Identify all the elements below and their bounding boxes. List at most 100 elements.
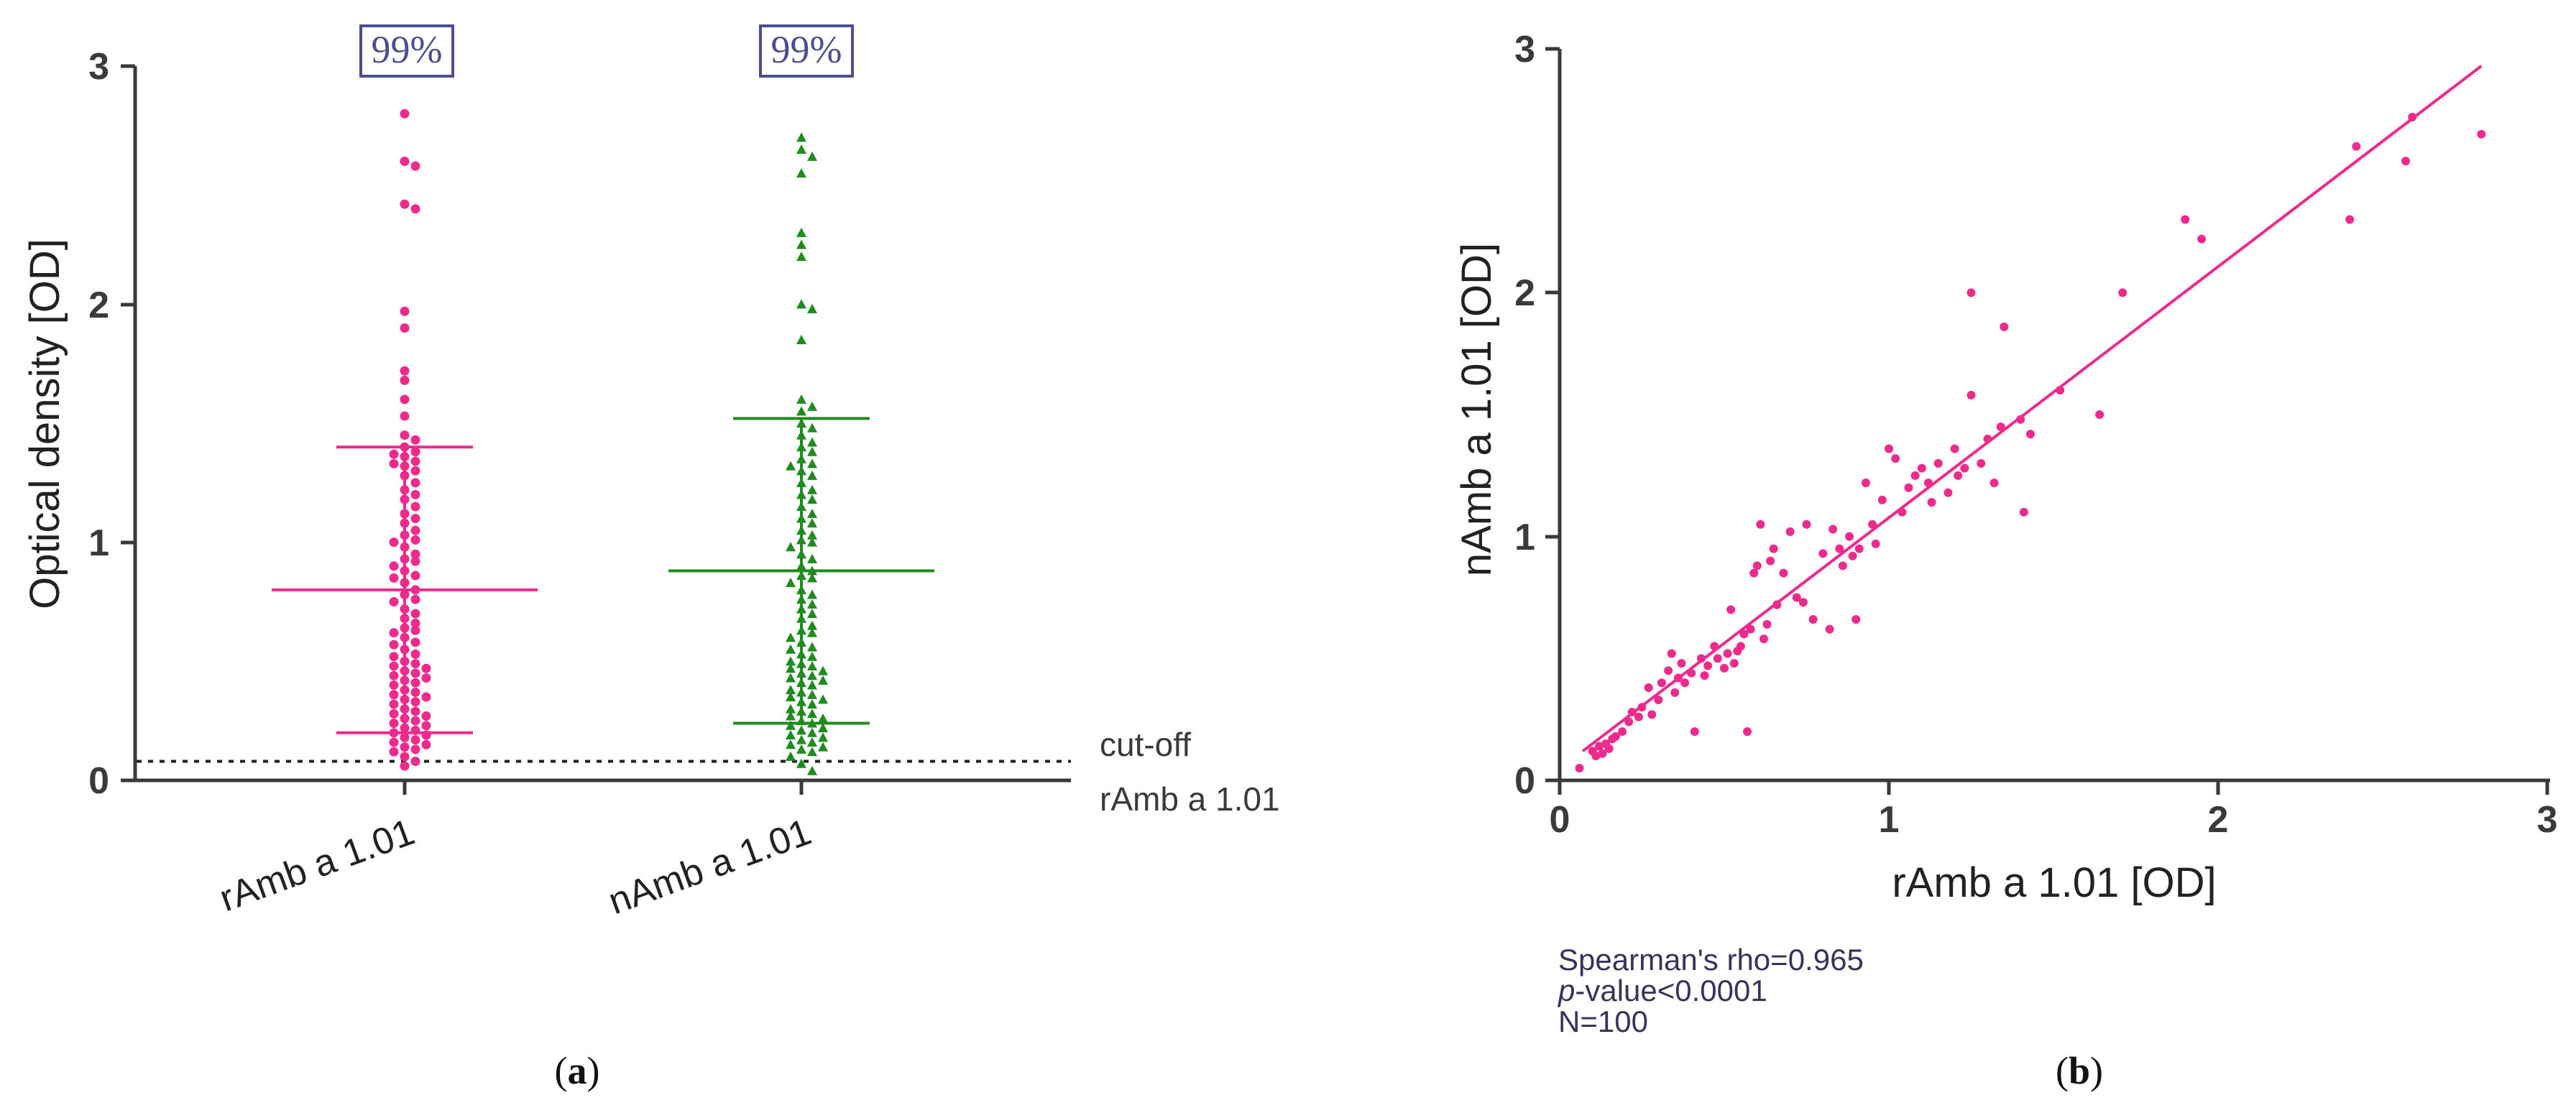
- rAmb-point: [410, 649, 420, 659]
- rAmb-point: [410, 466, 420, 476]
- stats-rho: Spearman's rho=0.965: [1558, 943, 1864, 977]
- panel-label-b: (b): [2056, 1049, 2103, 1092]
- nAmb-point: [807, 620, 817, 630]
- panel-a-y-tick-label-2: 2: [88, 285, 109, 326]
- scatter-point: [1733, 647, 1742, 656]
- rAmb-point: [421, 721, 431, 731]
- nAmb-point: [807, 689, 817, 699]
- scatter-point: [1917, 463, 1926, 473]
- scatter-point: [1618, 727, 1627, 737]
- nAmb-point: [807, 627, 817, 637]
- panel-a-y-tick-label-1: 1: [88, 522, 109, 564]
- nAmb-point: [807, 484, 817, 494]
- scatter-point: [1723, 649, 1732, 658]
- rAmb-point: [389, 661, 399, 671]
- nAmb-point: [786, 730, 796, 740]
- rAmb-point: [400, 761, 410, 771]
- rAmb-point: [389, 561, 399, 571]
- rAmb-point: [389, 537, 399, 548]
- scatter-point: [1608, 734, 1617, 744]
- rAmb-point: [410, 549, 420, 559]
- panel-b-y-tick-label-0: 0: [1514, 760, 1535, 802]
- nAmb-point: [786, 751, 796, 761]
- scatter-points: [1575, 113, 2486, 773]
- rAmb-point: [410, 609, 420, 619]
- nAmb-point: [818, 694, 828, 704]
- nAmb-point: [786, 663, 796, 673]
- cutoff-label-line1: cut-off: [1100, 726, 1191, 763]
- scatter-point: [1752, 561, 1762, 571]
- nAmb-point: [796, 251, 806, 262]
- nAmb-point: [807, 670, 817, 680]
- scatter-point: [1854, 544, 1864, 553]
- scatter-point: [1634, 712, 1643, 721]
- nAmb-point: [807, 698, 817, 709]
- scatter-point: [1966, 390, 1976, 400]
- scatter-point: [1703, 661, 1713, 670]
- scatter-point: [1898, 507, 1907, 517]
- nAmb-point: [807, 530, 817, 540]
- scatter-point: [1944, 488, 1953, 497]
- scatter-point: [1696, 654, 1706, 663]
- scatter-point: [1720, 663, 1729, 673]
- nAmb-point: [796, 734, 806, 744]
- rAmb-point: [389, 680, 399, 690]
- nAmb-point: [818, 723, 828, 733]
- stats-pvalue-rest: -value<0.0001: [1575, 974, 1767, 1007]
- scatter-point: [1990, 479, 1999, 488]
- rAmb-point: [400, 411, 410, 421]
- scatter-point: [1877, 495, 1887, 504]
- scatter-point: [1772, 600, 1782, 609]
- scatter-point: [1927, 498, 1936, 507]
- rAmb-point: [410, 489, 420, 499]
- scatter-point: [1673, 673, 1683, 683]
- panel-a-dot-plot: 0 1 2 3 Optical density [OD] cut-off rAm…: [22, 24, 1280, 923]
- scatter-point: [1624, 717, 1634, 726]
- scatter-point: [1766, 556, 1775, 566]
- scatter-point: [1996, 422, 2005, 431]
- pct-text-rAmb: 99%: [372, 28, 443, 71]
- nAmb-point: [818, 713, 828, 723]
- nAmb-point: [807, 589, 817, 599]
- scatter-point: [2019, 507, 2028, 517]
- nAmb-point: [807, 446, 817, 456]
- stats-n: N=100: [1558, 1005, 1648, 1038]
- scatter-point: [1977, 458, 1986, 468]
- scatter-point: [1627, 707, 1637, 716]
- nAmb-point: [807, 437, 817, 447]
- scatter-point: [1677, 659, 1686, 668]
- panel-b-scatter: 0 1 2 3 0 1 2 3 nAmb a 1.01 [OD] rAmb a …: [1453, 29, 2557, 1038]
- scatter-point: [1700, 671, 1709, 680]
- scatter-point: [1910, 471, 1920, 480]
- scatter-point: [1960, 463, 1969, 473]
- scatter-point: [1923, 479, 1933, 488]
- rAmb-point: [410, 556, 420, 566]
- nAmb-point: [807, 553, 817, 563]
- nAmb-point: [807, 518, 817, 528]
- rAmb-point: [389, 709, 399, 719]
- rAmb-point: [389, 699, 399, 709]
- panel-a-y-tick-label-3: 3: [88, 46, 109, 88]
- scatter-point: [1792, 593, 1801, 602]
- nAmb-point: [807, 747, 817, 757]
- stats-pvalue-italic: p: [1557, 974, 1575, 1007]
- nAmb-point: [796, 227, 806, 237]
- nAmb-point: [796, 335, 806, 345]
- scatter-point: [1808, 615, 1818, 624]
- scatter-point: [1756, 520, 1765, 529]
- panel-b-y-axis-title: nAmb a 1.01 [OD]: [1453, 243, 1500, 576]
- nAmb-point: [807, 651, 817, 661]
- scatter-point: [1749, 568, 1759, 578]
- scatter-point: [2408, 113, 2417, 122]
- scatter-point: [2401, 157, 2411, 166]
- scatter-point: [1848, 551, 1857, 560]
- nAmb-point: [807, 660, 817, 670]
- scatter-point: [1657, 678, 1666, 688]
- pct-box-nAmb: [759, 24, 854, 78]
- scatter-point: [1885, 444, 1893, 453]
- nAmb-point: [796, 725, 806, 735]
- scatter-point: [1713, 654, 1722, 663]
- nAmb-point: [807, 458, 817, 469]
- nAmb-point: [786, 632, 796, 642]
- rAmb-point: [410, 204, 420, 214]
